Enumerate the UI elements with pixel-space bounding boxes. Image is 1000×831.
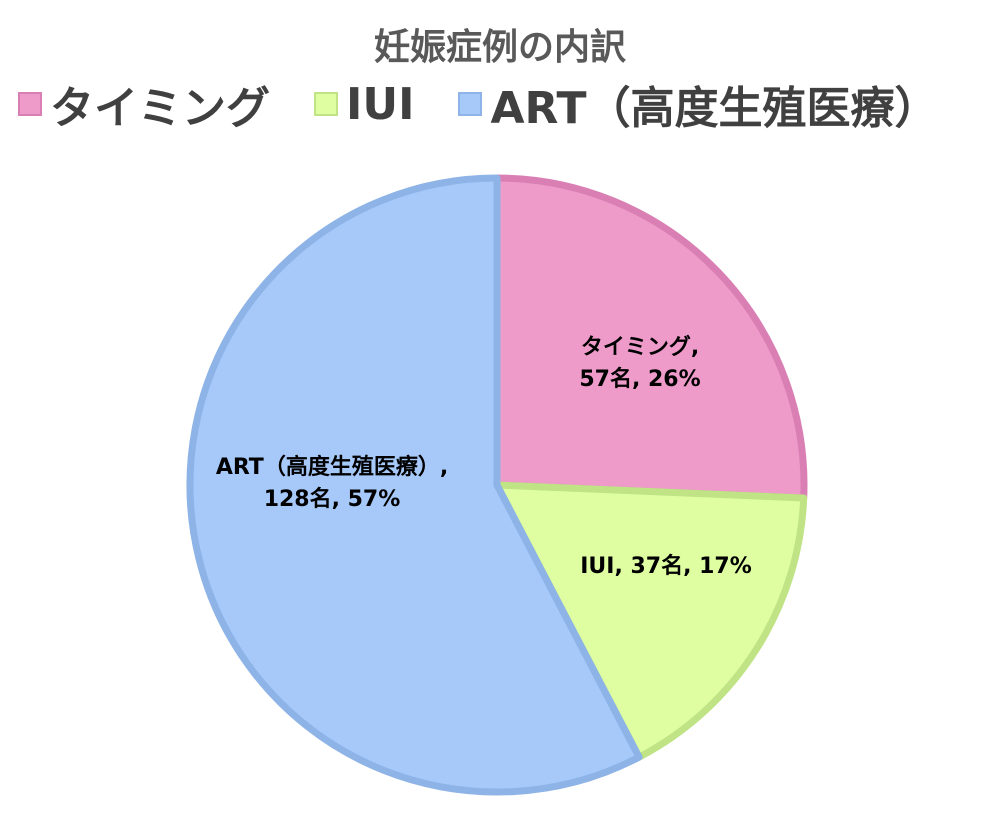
pie-label-iui: IUI, 37名, 17%	[580, 553, 752, 579]
pie-label-art: ART（高度生殖医療）, 128名, 57%	[216, 454, 448, 512]
legend-label-timing: タイミング	[50, 83, 270, 134]
pie-slice-art	[186, 174, 643, 796]
pie-label-timing: タイミング, 57名, 26%	[579, 334, 700, 392]
pie-slice-timing	[493, 174, 808, 502]
legend-swatch-timing	[18, 92, 42, 116]
pie-label-line: 128名, 57%	[264, 486, 401, 512]
chart-title: 妊娠症例の内訳	[373, 27, 626, 68]
legend-label-iui: IUI	[346, 78, 415, 130]
legend-swatch-art	[458, 92, 483, 116]
legend-label-art: ART（高度生殖医療）	[490, 83, 939, 134]
pie-slices	[186, 174, 808, 796]
pie-label-line: ART（高度生殖医療）,	[216, 454, 448, 480]
pie-label-line: 57名, 26%	[579, 366, 700, 392]
pie-slice-iui	[493, 481, 808, 761]
chart-legend: タイミング IUI ART（高度生殖医療）	[18, 72, 938, 136]
legend-swatch-iui	[314, 92, 338, 116]
pie-label-line: タイミング,	[581, 334, 699, 360]
pie-label-line: IUI, 37名, 17%	[580, 553, 752, 579]
legend-item-art: ART（高度生殖医療）	[458, 72, 938, 136]
legend-item-timing: タイミング	[18, 72, 270, 136]
legend-item-iui: IUI	[314, 79, 414, 130]
pie-labels: タイミング, 57名, 26% IUI, 37名, 17% ART（高度生殖医療）, 1…	[216, 334, 752, 579]
